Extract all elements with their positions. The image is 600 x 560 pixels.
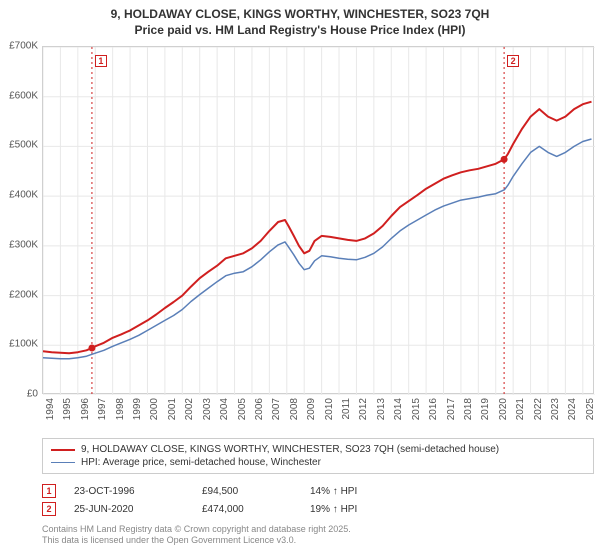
- chart-title: 9, HOLDAWAY CLOSE, KINGS WORTHY, WINCHES…: [0, 0, 600, 38]
- legend-label: 9, HOLDAWAY CLOSE, KINGS WORTHY, WINCHES…: [81, 444, 499, 455]
- sale-row: 2 25-JUN-2020 £474,000 19% ↑ HPI: [42, 500, 594, 518]
- x-tick-label: 2018: [463, 398, 474, 420]
- event-marker: 2: [507, 55, 519, 67]
- sale-hpi: 19% ↑ HPI: [310, 504, 400, 515]
- title-line-2: Price paid vs. HM Land Registry's House …: [0, 22, 600, 38]
- sale-marker: 2: [42, 502, 56, 516]
- sale-price: £94,500: [202, 486, 292, 497]
- x-tick-label: 1996: [80, 398, 91, 420]
- sale-row: 1 23-OCT-1996 £94,500 14% ↑ HPI: [42, 482, 594, 500]
- x-tick-label: 2006: [254, 398, 265, 420]
- x-tick-label: 2004: [219, 398, 230, 420]
- chart-container: 9, HOLDAWAY CLOSE, KINGS WORTHY, WINCHES…: [0, 0, 600, 560]
- x-tick-label: 1999: [132, 398, 143, 420]
- y-tick-label: £300K: [9, 239, 38, 250]
- x-tick-label: 2019: [480, 398, 491, 420]
- x-tick-label: 2021: [515, 398, 526, 420]
- y-tick-label: £700K: [9, 41, 38, 52]
- x-tick-label: 2025: [585, 398, 596, 420]
- chart-svg: [43, 47, 595, 395]
- y-tick-label: £500K: [9, 140, 38, 151]
- x-tick-label: 2007: [271, 398, 282, 420]
- chart-plot-area: 12: [42, 46, 594, 394]
- y-tick-label: £600K: [9, 90, 38, 101]
- x-tick-label: 2000: [149, 398, 160, 420]
- x-tick-label: 2005: [237, 398, 248, 420]
- x-tick-label: 1998: [115, 398, 126, 420]
- x-tick-label: 1997: [97, 398, 108, 420]
- sale-price: £474,000: [202, 504, 292, 515]
- x-tick-label: 2022: [533, 398, 544, 420]
- sale-hpi: 14% ↑ HPI: [310, 486, 400, 497]
- x-tick-label: 2017: [446, 398, 457, 420]
- x-tick-label: 2020: [498, 398, 509, 420]
- footer-line-1: Contains HM Land Registry data © Crown c…: [42, 524, 594, 535]
- x-tick-label: 2016: [428, 398, 439, 420]
- event-marker: 1: [95, 55, 107, 67]
- title-line-1: 9, HOLDAWAY CLOSE, KINGS WORTHY, WINCHES…: [0, 6, 600, 22]
- footer-note: Contains HM Land Registry data © Crown c…: [42, 524, 594, 547]
- x-tick-label: 2011: [341, 398, 352, 420]
- x-tick-label: 2024: [567, 398, 578, 420]
- sale-marker: 1: [42, 484, 56, 498]
- x-tick-label: 2009: [306, 398, 317, 420]
- legend-item: HPI: Average price, semi-detached house,…: [51, 456, 585, 469]
- x-tick-label: 2003: [202, 398, 213, 420]
- y-tick-label: £100K: [9, 339, 38, 350]
- sale-date: 25-JUN-2020: [74, 504, 184, 515]
- sale-date: 23-OCT-1996: [74, 486, 184, 497]
- y-tick-label: £400K: [9, 190, 38, 201]
- footer-line-2: This data is licensed under the Open Gov…: [42, 535, 594, 546]
- x-tick-label: 2008: [289, 398, 300, 420]
- x-tick-label: 2001: [167, 398, 178, 420]
- sale-events: 1 23-OCT-1996 £94,500 14% ↑ HPI 2 25-JUN-2020…: [42, 482, 594, 518]
- x-tick-label: 2015: [411, 398, 422, 420]
- x-tick-label: 2013: [376, 398, 387, 420]
- x-tick-label: 2014: [393, 398, 404, 420]
- legend-swatch: [51, 462, 75, 463]
- y-axis-labels: £0£100K£200K£300K£400K£500K£600K£700K: [0, 46, 42, 394]
- x-tick-label: 2002: [184, 398, 195, 420]
- legend: 9, HOLDAWAY CLOSE, KINGS WORTHY, WINCHES…: [42, 438, 594, 474]
- x-tick-label: 2012: [358, 398, 369, 420]
- legend-label: HPI: Average price, semi-detached house,…: [81, 457, 321, 468]
- x-axis-labels: 1994 1995 1996 1997 1998 1999 2000 2001 2002 2003…: [42, 396, 594, 436]
- x-tick-label: 2010: [324, 398, 335, 420]
- x-tick-label: 1995: [62, 398, 73, 420]
- x-tick-label: 1994: [45, 398, 56, 420]
- y-tick-label: £200K: [9, 289, 38, 300]
- x-tick-label: 2023: [550, 398, 561, 420]
- legend-swatch: [51, 449, 75, 451]
- y-tick-label: £0: [27, 389, 38, 400]
- legend-item: 9, HOLDAWAY CLOSE, KINGS WORTHY, WINCHES…: [51, 443, 585, 456]
